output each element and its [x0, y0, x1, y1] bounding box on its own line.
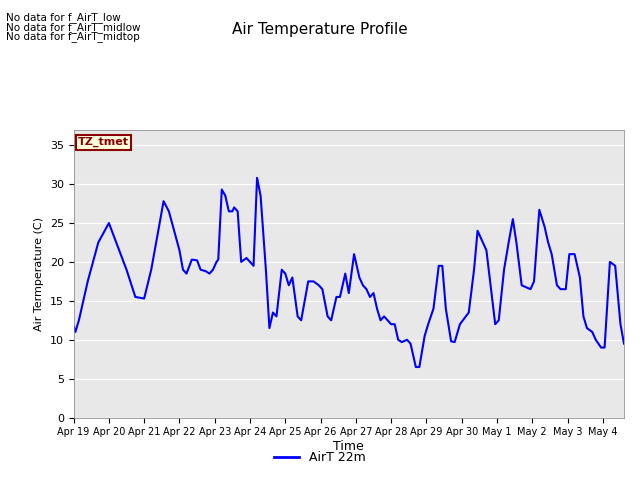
Text: No data for f_AirT_low: No data for f_AirT_low	[6, 12, 121, 23]
Text: No data for f_AirT_midtop: No data for f_AirT_midtop	[6, 31, 140, 42]
Text: Air Temperature Profile: Air Temperature Profile	[232, 22, 408, 36]
Y-axis label: Air Termperature (C): Air Termperature (C)	[34, 216, 44, 331]
Text: TZ_tmet: TZ_tmet	[78, 137, 129, 147]
Legend: AirT 22m: AirT 22m	[269, 446, 371, 469]
X-axis label: Time: Time	[333, 440, 364, 453]
Text: No data for f_AirT_midlow: No data for f_AirT_midlow	[6, 22, 141, 33]
